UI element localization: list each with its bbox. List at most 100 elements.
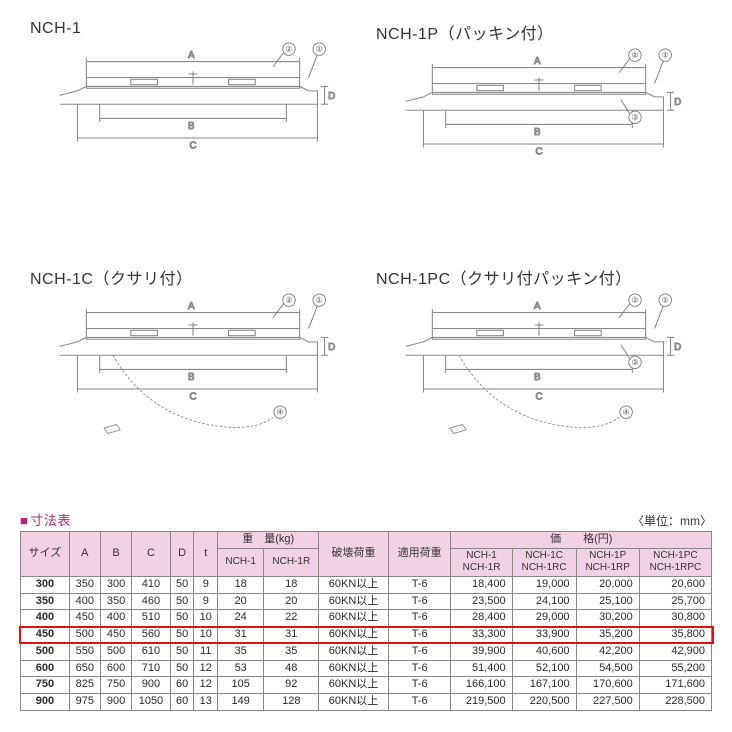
svg-text:A: A: [534, 56, 541, 67]
cell-p4: 20,600: [639, 576, 711, 593]
svg-text:A: A: [188, 50, 195, 61]
cell-w1: 53: [218, 660, 264, 677]
cell-D: 50: [170, 610, 194, 627]
cell-p1: 51,400: [451, 660, 512, 677]
spec-tbody: 300350300410509181860KN以上T-618,40019,000…: [21, 576, 712, 710]
spec-table: サイズABCDt重 量(kg)破壊荷重適用荷重価 格(円)NCH-1NCH-1R…: [20, 531, 712, 711]
cell-w1: 31: [218, 627, 264, 644]
cell-p2: 167,100: [512, 677, 576, 694]
cell-p3: 30,200: [576, 610, 639, 627]
cell-w2: 128: [264, 694, 319, 711]
cell-t: 12: [194, 660, 218, 677]
cell-load: T-6: [388, 660, 451, 677]
th-dim: D: [170, 532, 194, 577]
cell-p1: 18,400: [451, 576, 512, 593]
cell-D: 50: [170, 643, 194, 660]
cell-A: 650: [69, 660, 100, 677]
svg-text:B: B: [188, 121, 195, 132]
cell-t: 12: [194, 677, 218, 694]
table-row: 9009759001050601314912860KN以上T-6219,5002…: [21, 694, 712, 711]
schematic-drawing: ABCD②①④: [30, 293, 356, 453]
svg-text:①: ①: [316, 296, 323, 305]
cell-p2: 33,900: [512, 627, 576, 644]
cell-D: 50: [170, 627, 194, 644]
cell-p1: 39,900: [451, 643, 512, 660]
cell-p4: 228,500: [639, 694, 711, 711]
cell-A: 450: [69, 610, 100, 627]
cell-p3: 42,200: [576, 643, 639, 660]
table-row: 75082575090060121059260KN以上T-6166,100167…: [21, 677, 712, 694]
diagram-cell: NCH-1ABCD②①: [30, 20, 356, 255]
svg-text:D: D: [328, 91, 335, 102]
cell-p4: 30,800: [639, 610, 711, 627]
cell-size: 900: [21, 694, 70, 711]
schematic-drawing: ABCD②①③: [376, 48, 702, 208]
cell-t: 10: [194, 627, 218, 644]
svg-text:①: ①: [662, 296, 669, 305]
svg-text:D: D: [674, 97, 681, 108]
cell-w1: 20: [218, 593, 264, 610]
svg-text:③: ③: [631, 358, 638, 367]
cell-load: T-6: [388, 694, 451, 711]
cell-w2: 20: [264, 593, 319, 610]
cell-p4: 35,800: [639, 627, 711, 644]
cell-B: 500: [100, 643, 131, 660]
cell-p1: 23,500: [451, 593, 512, 610]
svg-text:②: ②: [285, 296, 292, 305]
cell-D: 60: [170, 694, 194, 711]
cell-p1: 28,400: [451, 610, 512, 627]
svg-text:B: B: [534, 372, 541, 383]
table-row: 6006506007105012534860KN以上T-651,40052,10…: [21, 660, 712, 677]
cell-p3: 227,500: [576, 694, 639, 711]
cell-t: 13: [194, 694, 218, 711]
cell-C: 510: [132, 610, 171, 627]
table-row: 4004504005105010242260KN以上T-628,40029,00…: [21, 610, 712, 627]
diagram-grid: NCH-1ABCD②①NCH-1P（パッキン付）ABCD②①③NCH-1C（クサ…: [0, 0, 732, 510]
cell-p4: 171,600: [639, 677, 711, 694]
cell-t: 9: [194, 593, 218, 610]
svg-text:B: B: [188, 372, 195, 383]
cell-w1: 105: [218, 677, 264, 694]
cell-load: T-6: [388, 593, 451, 610]
diagram-title: NCH-1P（パッキン付）: [376, 20, 702, 44]
cell-break: 60KN以上: [319, 576, 388, 593]
cell-C: 410: [132, 576, 171, 593]
cell-break: 60KN以上: [319, 627, 388, 644]
cell-break: 60KN以上: [319, 660, 388, 677]
cell-size: 500: [21, 643, 70, 660]
cell-B: 350: [100, 593, 131, 610]
svg-text:①: ①: [316, 45, 323, 54]
spec-table-block: 寸法表 〈単位：mm〉 サイズABCDt重 量(kg)破壊荷重適用荷重価 格(円…: [0, 510, 732, 711]
cell-break: 60KN以上: [319, 643, 388, 660]
diagram-cell: NCH-1P（パッキン付）ABCD②①③: [376, 20, 702, 255]
cell-D: 60: [170, 677, 194, 694]
svg-text:B: B: [534, 127, 541, 138]
svg-text:D: D: [674, 342, 681, 353]
cell-size: 750: [21, 677, 70, 694]
th-dim: t: [194, 532, 218, 577]
cell-p3: 25,100: [576, 593, 639, 610]
table-row: 5005505006105011353560KN以上T-639,90040,60…: [21, 643, 712, 660]
schematic-drawing: ABCD②①③④: [376, 293, 702, 453]
th-dim: A: [69, 532, 100, 577]
cell-B: 600: [100, 660, 131, 677]
cell-p3: 35,200: [576, 627, 639, 644]
cell-D: 50: [170, 576, 194, 593]
diagram-title: NCH-1C（クサリ付）: [30, 265, 356, 289]
cell-size: 600: [21, 660, 70, 677]
table-row: 4505004505605010313160KN以上T-633,30033,90…: [21, 627, 712, 644]
svg-text:②: ②: [631, 51, 638, 60]
th-size: サイズ: [21, 532, 70, 577]
th-dim: C: [132, 532, 171, 577]
cell-p4: 25,700: [639, 593, 711, 610]
cell-w2: 48: [264, 660, 319, 677]
table-row: 350400350460509202060KN以上T-623,50024,100…: [21, 593, 712, 610]
cell-A: 975: [69, 694, 100, 711]
th-price-sub: NCH-1CNCH-1RC: [512, 548, 576, 576]
cell-A: 825: [69, 677, 100, 694]
cell-load: T-6: [388, 677, 451, 694]
cell-p3: 20,000: [576, 576, 639, 593]
cell-C: 900: [132, 677, 171, 694]
table-row: 300350300410509181860KN以上T-618,40019,000…: [21, 576, 712, 593]
cell-p4: 42,900: [639, 643, 711, 660]
